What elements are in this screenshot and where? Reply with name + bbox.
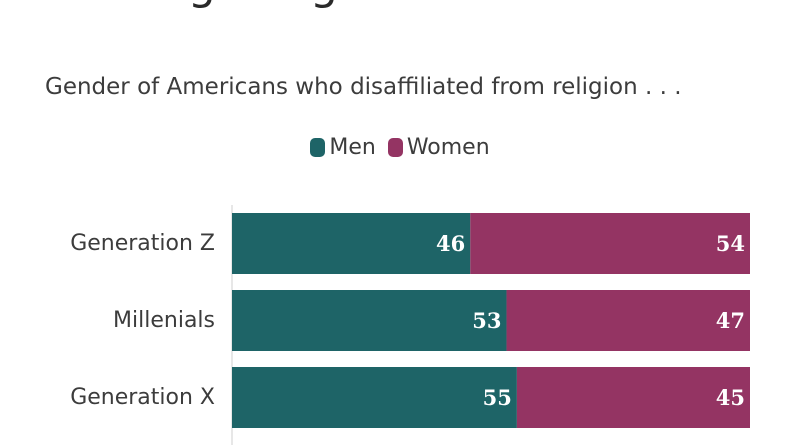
legend-swatch-men — [310, 137, 326, 157]
chart-subtitle: Gender of Americans who disaffiliated fr… — [45, 74, 682, 100]
bar-men — [232, 367, 517, 428]
bar-women — [506, 290, 750, 351]
value-label-women: 54 — [716, 231, 745, 256]
legend-swatch-women — [387, 137, 403, 157]
bar-women — [470, 213, 750, 274]
bar-men — [232, 290, 507, 351]
bar-women — [516, 367, 750, 428]
chart-title: Leaving Religion — [44, 0, 405, 14]
legend-label-women: Women — [406, 134, 490, 160]
bar-men — [232, 213, 471, 274]
category-label: Generation X — [70, 385, 215, 410]
category-label: Generation Z — [70, 231, 215, 256]
legend-item-men: Men — [310, 134, 376, 160]
legend-item-women: Women — [387, 134, 490, 160]
value-label-women: 45 — [716, 385, 745, 410]
value-label-men: 55 — [483, 385, 512, 410]
legend-label-men: Men — [329, 134, 376, 160]
value-label-men: 53 — [472, 308, 501, 333]
value-label-women: 47 — [716, 308, 745, 333]
category-label: Millenials — [113, 308, 215, 333]
legend: Men Women — [0, 130, 800, 164]
value-label-men: 46 — [436, 231, 465, 256]
